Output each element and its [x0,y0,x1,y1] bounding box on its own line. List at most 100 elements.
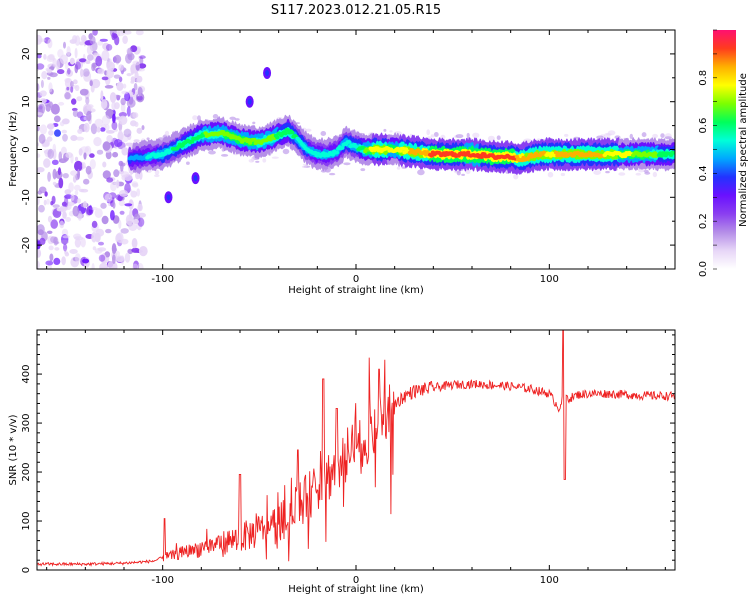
noise-blob [63,243,68,252]
noise-blob [137,86,143,97]
halo-blob [593,170,601,176]
noise-blob [66,86,70,91]
halo-blob [221,154,229,157]
noise-blob [112,151,119,158]
noise-blob [68,182,74,193]
noise-blob [47,148,54,159]
halo-blob [417,169,425,176]
noise-blob [86,45,93,55]
ridge-cell [479,155,484,160]
noise-blob [117,194,123,202]
noise-blob [79,88,89,96]
halo-blob [282,148,290,155]
noise-blob [81,162,86,169]
noise-blob [38,133,46,144]
noise-blob [80,34,87,43]
noise-blob [105,228,112,234]
halo-blob [455,134,464,139]
halo-blob [305,128,312,132]
halo-blob [262,158,267,163]
noise-blob [66,46,71,56]
noise-blob [94,208,103,219]
noise-blob [47,76,51,80]
halo-blob [618,172,626,176]
x-tick-label: 0 [353,274,359,285]
colorbar: 0.0 0.2 0.4 0.6 0.8 Normalized spectral ampl… [698,29,749,277]
noise-blob [37,83,40,92]
noise-blob [130,190,138,198]
noise-blob [39,98,47,104]
noise-blob [120,97,126,106]
noise-blob [58,151,63,162]
y-tick-label: -10 [21,189,32,205]
noise-blob [74,236,84,241]
noise-blob [95,55,103,67]
noise-blob [111,32,116,41]
noise-blob [120,161,124,172]
halo-blob [396,166,401,170]
noise-blob [70,193,75,201]
noise-blob [93,52,99,57]
noise-blob [123,128,132,138]
noise-blob [102,170,111,180]
halo-blob [629,133,633,139]
noise-blob [97,68,105,75]
noise-blob [106,61,110,68]
noise-blob [79,188,85,193]
noise-blob [139,55,146,59]
halo-blob [440,134,446,140]
noise-blob [75,61,81,70]
noise-blob [127,47,133,58]
noise-blob [122,35,128,44]
snr-axes: -100 0 100 0 100 200 300 400 [21,330,675,586]
noise-blob [130,92,134,96]
noise-blob [124,92,131,102]
noise-blob [86,110,92,122]
noise-blob [110,181,117,192]
noise-blob [69,249,78,254]
y-tick-label: -20 [21,237,32,253]
noise-blob [58,177,64,189]
noise-blob [51,159,59,165]
x-tick-label: -100 [151,575,174,586]
noise-blob [133,83,138,91]
noise-blob [113,54,122,64]
noise-blob [39,90,47,97]
noise-blob [110,210,115,221]
halo-blob [154,169,160,175]
noise-blob [38,186,47,194]
noise-blob [101,115,111,126]
noise-blob [52,181,57,186]
noise-blob [111,101,117,111]
noise-blob [41,71,48,80]
noise-blob [50,103,60,115]
halo-blob [255,160,260,163]
noise-blob [121,90,129,95]
noise-blob [93,136,102,147]
spectrogram-image [37,30,675,269]
halo-blob [154,174,160,178]
noise-blob [136,95,143,101]
noise-blob [136,127,143,134]
noise-blob [104,193,113,203]
isolated-feature-core [193,175,198,182]
noise-blob [67,68,71,75]
noise-blob [74,238,82,248]
halo-blob [383,128,387,132]
ridge-cell [334,150,340,155]
noise-blob [115,255,125,263]
noise-blob [46,54,55,63]
noise-blob [120,228,129,234]
colorbar-tick-label: 0.0 [698,261,709,277]
halo-blob [229,116,236,121]
noise-blob [92,30,98,36]
snr-line [37,330,675,567]
spectrogram-y-label: Frequency (Hz) [8,111,19,187]
noise-blob [116,179,120,189]
halo-blob [487,135,495,142]
halo-blob [360,168,366,172]
noise-blob [133,218,139,225]
noise-blob [95,228,105,237]
ridge-cell [346,140,352,144]
